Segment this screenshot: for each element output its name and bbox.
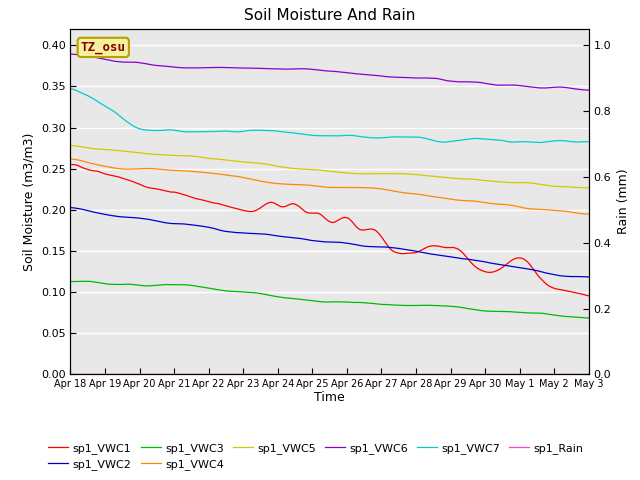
- sp1_VWC2: [585, 274, 593, 280]
- sp1_Rain: [570, 372, 577, 377]
- sp1_VWC4: [67, 156, 74, 162]
- sp1_VWC4: [475, 199, 483, 204]
- sp1_Rain: [475, 372, 483, 377]
- Text: TZ_osu: TZ_osu: [81, 41, 126, 54]
- sp1_VWC4: [319, 184, 326, 190]
- sp1_Rain: [93, 372, 100, 377]
- sp1_VWC7: [570, 139, 578, 145]
- sp1_VWC1: [93, 168, 101, 174]
- Line: sp1_VWC6: sp1_VWC6: [70, 54, 589, 90]
- sp1_VWC6: [570, 86, 577, 92]
- sp1_VWC3: [319, 299, 326, 305]
- sp1_VWC1: [475, 266, 483, 272]
- sp1_VWC4: [570, 210, 577, 216]
- sp1_VWC6: [305, 66, 312, 72]
- sp1_VWC2: [93, 210, 100, 216]
- sp1_Rain: [67, 372, 74, 377]
- Y-axis label: Soil Moisture (m3/m3): Soil Moisture (m3/m3): [22, 132, 35, 271]
- sp1_VWC7: [536, 140, 543, 145]
- sp1_VWC4: [93, 162, 100, 168]
- sp1_VWC4: [570, 210, 577, 216]
- sp1_VWC1: [585, 293, 593, 299]
- Line: sp1_VWC7: sp1_VWC7: [70, 89, 589, 143]
- sp1_VWC6: [319, 68, 326, 73]
- Title: Soil Moisture And Rain: Soil Moisture And Rain: [244, 9, 415, 24]
- sp1_VWC5: [570, 184, 577, 190]
- Line: sp1_VWC2: sp1_VWC2: [70, 207, 589, 277]
- X-axis label: Time: Time: [314, 391, 345, 404]
- sp1_VWC6: [67, 51, 74, 57]
- sp1_VWC2: [67, 204, 74, 210]
- Line: sp1_VWC5: sp1_VWC5: [70, 145, 589, 188]
- sp1_VWC3: [67, 279, 74, 285]
- sp1_VWC5: [93, 146, 100, 152]
- sp1_Rain: [319, 372, 326, 377]
- Line: sp1_VWC3: sp1_VWC3: [70, 281, 589, 318]
- sp1_VWC1: [67, 162, 74, 168]
- sp1_VWC2: [305, 237, 312, 243]
- sp1_VWC2: [319, 239, 326, 245]
- sp1_VWC1: [319, 213, 326, 219]
- sp1_VWC3: [475, 307, 483, 313]
- sp1_VWC5: [67, 143, 74, 148]
- sp1_VWC7: [570, 139, 577, 145]
- sp1_VWC6: [570, 86, 577, 92]
- sp1_VWC3: [305, 298, 313, 303]
- sp1_Rain: [570, 372, 577, 377]
- sp1_VWC7: [67, 86, 74, 92]
- sp1_VWC5: [585, 185, 593, 191]
- sp1_VWC2: [570, 274, 577, 279]
- sp1_VWC4: [305, 182, 312, 188]
- sp1_VWC5: [570, 184, 577, 190]
- sp1_VWC6: [93, 55, 100, 60]
- sp1_VWC3: [585, 315, 593, 321]
- Y-axis label: Rain (mm): Rain (mm): [617, 169, 630, 234]
- sp1_VWC1: [305, 210, 313, 216]
- sp1_Rain: [585, 372, 593, 377]
- sp1_VWC7: [305, 132, 312, 138]
- Line: sp1_VWC1: sp1_VWC1: [70, 165, 589, 296]
- sp1_VWC7: [93, 98, 100, 104]
- Line: sp1_VWC4: sp1_VWC4: [70, 159, 589, 214]
- sp1_VWC2: [475, 258, 483, 264]
- sp1_VWC5: [584, 185, 591, 191]
- sp1_VWC1: [570, 289, 578, 295]
- sp1_VWC3: [93, 279, 101, 285]
- sp1_VWC6: [475, 80, 483, 85]
- Legend: sp1_VWC1, sp1_VWC2, sp1_VWC3, sp1_VWC4, sp1_VWC5, sp1_VWC6, sp1_VWC7, sp1_Rain: sp1_VWC1, sp1_VWC2, sp1_VWC3, sp1_VWC4, …: [44, 438, 588, 474]
- sp1_VWC4: [585, 211, 593, 217]
- sp1_Rain: [305, 372, 312, 377]
- sp1_VWC3: [570, 314, 577, 320]
- sp1_VWC5: [475, 177, 483, 183]
- sp1_VWC3: [83, 278, 91, 284]
- sp1_VWC5: [305, 167, 312, 172]
- sp1_VWC7: [319, 133, 326, 139]
- sp1_VWC2: [570, 274, 577, 279]
- sp1_VWC3: [570, 314, 578, 320]
- sp1_VWC6: [585, 87, 593, 93]
- sp1_VWC5: [319, 168, 326, 173]
- sp1_VWC1: [570, 289, 577, 295]
- sp1_VWC7: [585, 139, 593, 144]
- sp1_VWC1: [67, 162, 74, 168]
- sp1_VWC7: [475, 136, 483, 142]
